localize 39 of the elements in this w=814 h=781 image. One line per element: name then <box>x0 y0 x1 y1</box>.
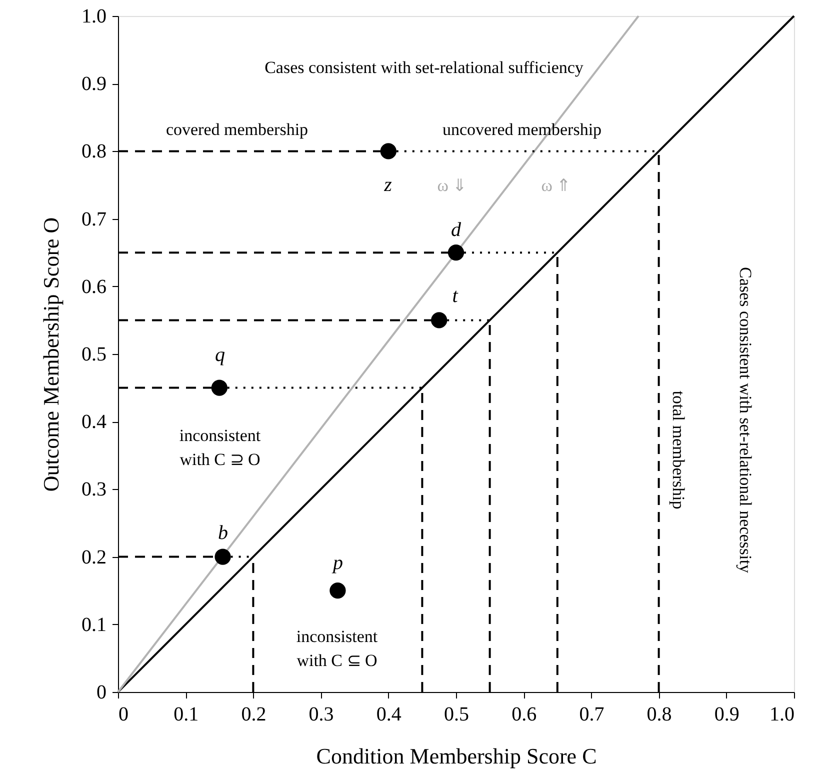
annotation: ω ⇓ <box>437 176 467 195</box>
x-tick-label: 0.5 <box>444 704 469 726</box>
y-tick-label: 0.2 <box>82 546 106 568</box>
annotation: uncovered membership <box>442 120 602 139</box>
y-tick-label: 0.1 <box>82 614 106 636</box>
x-tick-label: 0.1 <box>174 704 199 726</box>
annotation: z <box>383 174 392 196</box>
x-tick-label: 0 <box>118 704 128 726</box>
x-axis-title: Condition Membership Score C <box>316 744 597 768</box>
annotation: covered membership <box>166 120 308 139</box>
y-tick-label: 0.6 <box>82 276 106 298</box>
y-axis-title: Outcome Membership Score O <box>38 217 64 492</box>
annotation: inconsistent with C ⊇ O <box>179 426 261 469</box>
x-tick-label: 0.4 <box>376 704 402 726</box>
x-tick-label: 0.7 <box>579 704 604 726</box>
y-tick-label: 1.0 <box>82 6 106 28</box>
x-tick-label: 0.8 <box>646 704 672 726</box>
x-tick-label: 0.2 <box>241 704 266 726</box>
y-tick-label: 0 <box>96 682 106 704</box>
annotation: ω ⇑ <box>541 176 571 195</box>
annotation: b <box>218 522 228 544</box>
x-tick-label: 0.9 <box>714 704 740 726</box>
y-tick-label: 0.7 <box>82 208 106 230</box>
x-tick-label: 1.0 <box>770 704 794 726</box>
annotation: d <box>451 219 462 241</box>
annotation: q <box>215 344 225 366</box>
y-tick-label: 0.5 <box>82 344 106 366</box>
annotation: Cases consistent with set-relational sufficiency <box>264 58 584 77</box>
annotation: total membership <box>669 390 688 510</box>
x-tick-label: 0.6 <box>512 704 537 726</box>
annotation: inconsistent with C ⊆ O <box>296 627 378 670</box>
y-tick-label: 0.3 <box>82 478 106 501</box>
annotation: Cases consistent with set-relational necessity <box>736 267 755 574</box>
annotation: p <box>331 552 343 574</box>
y-tick-label: 0.8 <box>82 140 106 163</box>
x-tick-label: 0.3 <box>308 704 334 726</box>
y-tick-label: 0.9 <box>82 73 106 96</box>
y-tick-label: 0.4 <box>82 411 106 434</box>
annotation: t <box>452 285 458 307</box>
